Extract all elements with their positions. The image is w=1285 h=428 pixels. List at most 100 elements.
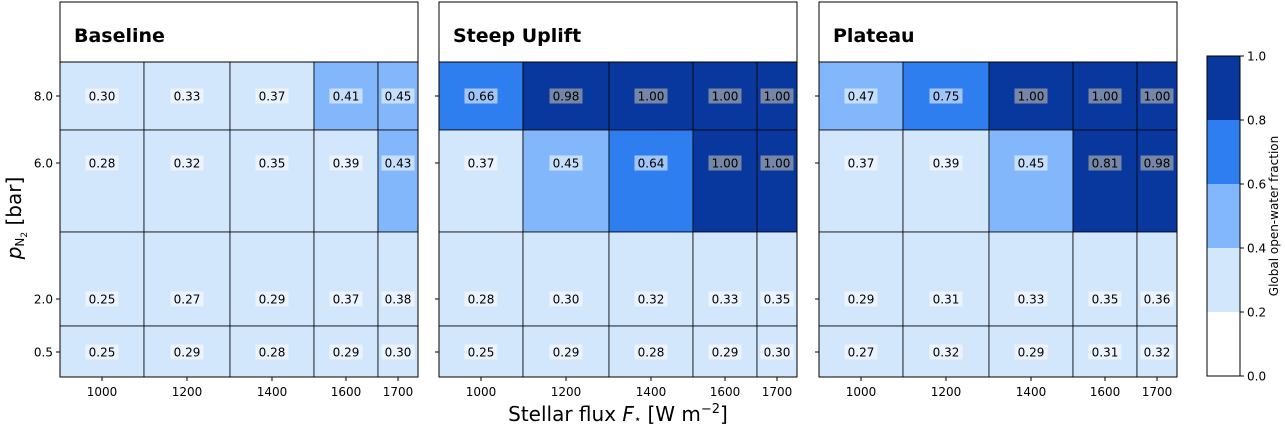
cell-value-label: 0.30 bbox=[89, 90, 116, 104]
panel-1: Steep Uplift 0.66 0.98 1.00 1.00 1.00 0.37 0.45… bbox=[435, 1, 798, 399]
cell-value-label: 1.00 bbox=[1092, 90, 1119, 104]
heatmap-cell bbox=[1136, 231, 1178, 327]
x-tick-label: 1400 bbox=[1016, 385, 1047, 399]
cell-value-label: 0.32 bbox=[1144, 346, 1171, 360]
panel-frame bbox=[59, 61, 419, 378]
cell-value-label: 0.81 bbox=[1092, 157, 1119, 171]
x-axis-label: Stellar flux F⋆ [W m−2] bbox=[508, 402, 728, 426]
cell-label-bg bbox=[464, 155, 498, 171]
cell-label-bg bbox=[549, 88, 583, 104]
cell-label-bg bbox=[85, 291, 119, 307]
cell-label-bg bbox=[255, 344, 289, 360]
cell-label-bg bbox=[1088, 155, 1122, 171]
x-tick-label: 1700 bbox=[1142, 385, 1173, 399]
cell-value-label: 0.29 bbox=[848, 293, 875, 307]
heatmap-cell bbox=[229, 129, 315, 233]
cell-value-label: 0.32 bbox=[174, 157, 201, 171]
cell-value-label: 0.31 bbox=[933, 293, 960, 307]
heatmap-cell bbox=[59, 231, 145, 327]
colorbar-label: Global open-water fraction bbox=[1267, 136, 1281, 296]
panel-2: Plateau 0.47 0.75 1.00 1.00 1.00 0.37 0.39 0.45 0… bbox=[815, 1, 1178, 399]
cell-value-label: 0.64 bbox=[638, 157, 665, 171]
cell-label-bg bbox=[329, 155, 363, 171]
cell-label-bg bbox=[844, 155, 878, 171]
heatmap-cell bbox=[1136, 129, 1178, 233]
colorbar-bin bbox=[1207, 184, 1240, 248]
panel-title: Baseline bbox=[74, 25, 165, 47]
x-tick-label: 1700 bbox=[762, 385, 793, 399]
heatmap-cell bbox=[756, 129, 798, 233]
heatmap-cell bbox=[522, 129, 610, 233]
heatmap-cell bbox=[756, 231, 798, 327]
panel-title-box bbox=[818, 1, 1178, 63]
cell-value-label: 1.00 bbox=[712, 90, 739, 104]
cell-label-bg bbox=[708, 155, 742, 171]
cell-value-label: 0.66 bbox=[468, 90, 495, 104]
panels-layer: Baseline 0.30 0.33 0.37 0.41 0.45 0.28 0.32 0.35… bbox=[34, 1, 1178, 399]
cell-value-label: 0.33 bbox=[174, 90, 201, 104]
cell-label-bg bbox=[329, 344, 363, 360]
cell-value-label: 0.30 bbox=[385, 346, 412, 360]
heatmap-cell bbox=[608, 231, 694, 327]
cell-value-label: 0.75 bbox=[933, 90, 960, 104]
cell-label-bg bbox=[634, 344, 668, 360]
colorbar-bin bbox=[1207, 312, 1240, 376]
x-tick-label: 1000 bbox=[87, 385, 118, 399]
cell-label-bg bbox=[381, 291, 415, 307]
heatmap-cell bbox=[438, 129, 524, 233]
cell-value-label: 0.45 bbox=[385, 90, 412, 104]
colorbar-bin bbox=[1207, 56, 1240, 120]
cell-value-label: 0.28 bbox=[259, 346, 286, 360]
cell-value-label: 0.38 bbox=[385, 293, 412, 307]
cell-value-label: 0.32 bbox=[933, 346, 960, 360]
heatmap-cell bbox=[988, 129, 1074, 233]
cell-label-bg bbox=[1014, 88, 1048, 104]
x-tick-label: 1200 bbox=[172, 385, 203, 399]
x-tick-label: 1700 bbox=[383, 385, 414, 399]
panel-frame bbox=[818, 61, 1178, 378]
cell-label-bg bbox=[85, 344, 119, 360]
cell-value-label: 0.32 bbox=[638, 293, 665, 307]
cell-label-bg bbox=[1140, 344, 1174, 360]
cell-value-label: 0.35 bbox=[764, 293, 791, 307]
x-tick-label: 1400 bbox=[636, 385, 667, 399]
cell-label-bg bbox=[464, 344, 498, 360]
heatmap-cell bbox=[143, 129, 231, 233]
cell-value-label: 0.31 bbox=[1092, 346, 1119, 360]
cell-value-label: 0.43 bbox=[385, 157, 412, 171]
cell-value-label: 0.39 bbox=[333, 157, 360, 171]
cell-label-bg bbox=[634, 88, 668, 104]
cell-label-bg bbox=[1014, 155, 1048, 171]
cell-value-label: 1.00 bbox=[712, 157, 739, 171]
y-tick-label: 2.0 bbox=[34, 293, 53, 307]
axis-labels: Stellar flux F⋆ [W m−2] pN2 [bar] bbox=[2, 177, 728, 426]
heatmap-cell bbox=[377, 129, 419, 233]
cell-label-bg bbox=[255, 88, 289, 104]
y-tick-label: 8.0 bbox=[34, 90, 53, 104]
cell-label-bg bbox=[381, 88, 415, 104]
cell-label-bg bbox=[170, 155, 204, 171]
heatmap-cell bbox=[59, 129, 145, 233]
x-tick-label: 1000 bbox=[846, 385, 877, 399]
heatmap-cell bbox=[692, 129, 758, 233]
cell-label-bg bbox=[844, 88, 878, 104]
cell-value-label: 0.28 bbox=[638, 346, 665, 360]
panel-title-box bbox=[438, 1, 798, 63]
cell-label-bg bbox=[929, 88, 963, 104]
cell-value-label: 0.29 bbox=[712, 346, 739, 360]
cell-label-bg bbox=[170, 291, 204, 307]
cell-label-bg bbox=[549, 291, 583, 307]
cell-value-label: 0.27 bbox=[848, 346, 875, 360]
cell-value-label: 0.28 bbox=[89, 157, 116, 171]
cell-label-bg bbox=[549, 344, 583, 360]
cell-label-bg bbox=[634, 291, 668, 307]
heatmap-cell bbox=[818, 231, 904, 327]
cell-value-label: 0.39 bbox=[933, 157, 960, 171]
colorbar-tick-label: 1.0 bbox=[1247, 50, 1266, 64]
heatmap-cell bbox=[143, 231, 231, 327]
heatmap-cell bbox=[313, 231, 379, 327]
cell-label-bg bbox=[1140, 88, 1174, 104]
heatmap-cell bbox=[1072, 231, 1138, 327]
cell-value-label: 0.29 bbox=[259, 293, 286, 307]
x-tick-label: 1600 bbox=[710, 385, 741, 399]
